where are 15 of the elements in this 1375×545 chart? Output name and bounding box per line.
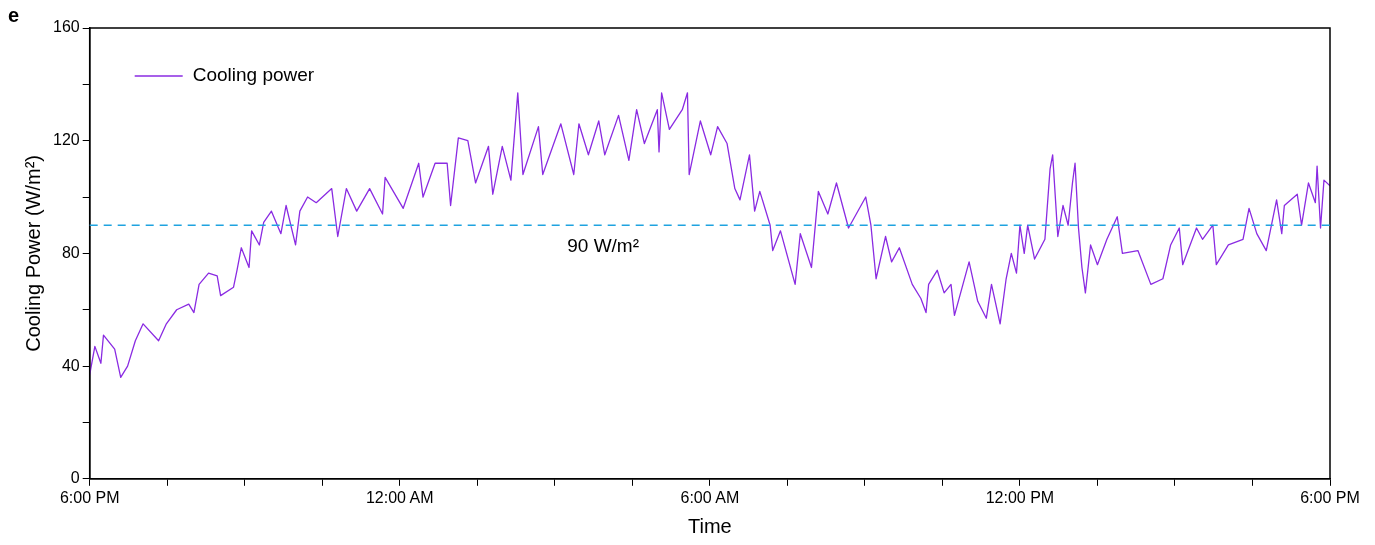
y-tick-label: 160 [52, 18, 80, 36]
y-tick-label: 40 [61, 356, 80, 374]
text: e [8, 3, 20, 26]
legend-label: Cooling power [192, 64, 315, 86]
y-axis-title: Cooling Power (W/m²) [21, 155, 44, 352]
x-tick-label: 6:00 PM [59, 488, 120, 506]
x-tick-label: 12:00 AM [365, 488, 434, 506]
y-tick-label: 120 [52, 131, 80, 149]
y-tick-label: 80 [61, 243, 80, 261]
x-tick-label: 6:00 AM [680, 488, 740, 506]
x-tick-label: 12:00 PM [985, 488, 1055, 506]
x-axis-title: Time [688, 514, 732, 537]
x-tick-label: 6:00 PM [1300, 488, 1360, 506]
ref-line-label: 90 W/m² [567, 234, 639, 256]
y-tick-label: 0 [70, 469, 80, 487]
